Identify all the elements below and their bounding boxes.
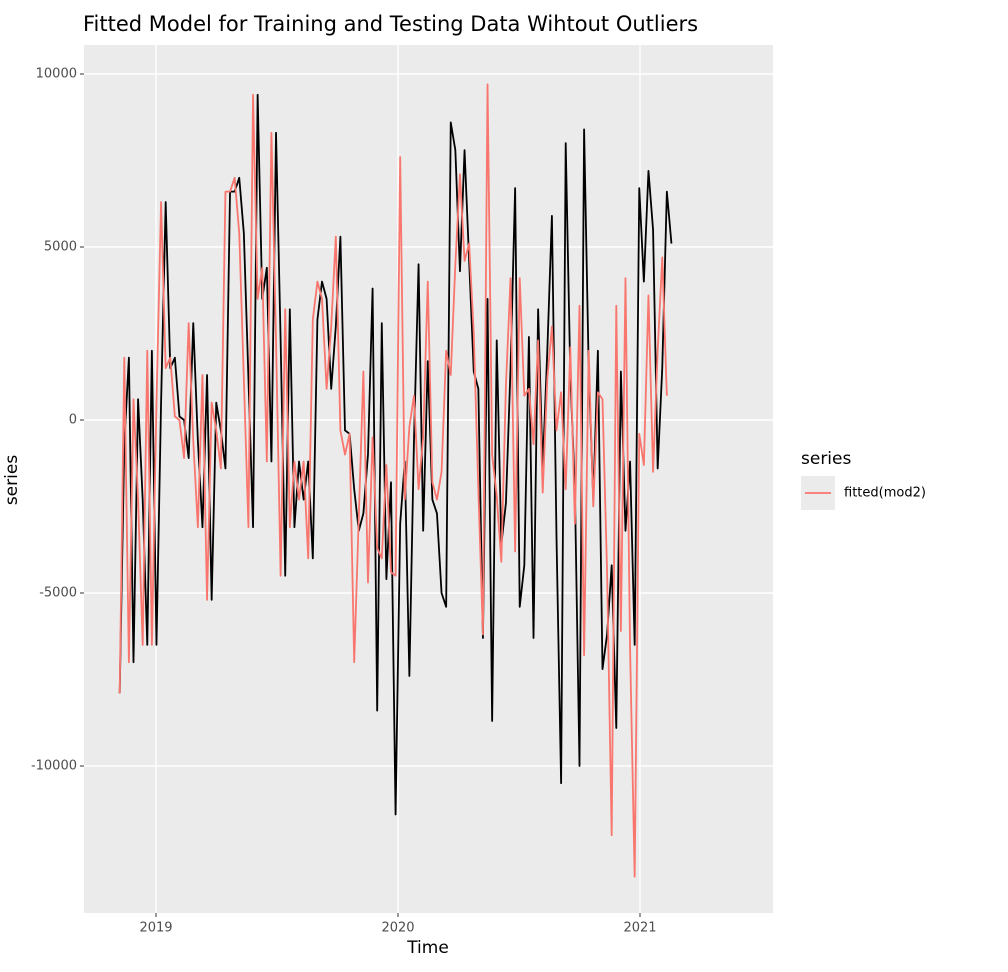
- grid: [84, 45, 773, 913]
- x-tick-label: 2019: [139, 921, 172, 936]
- series-line: [118, 93, 673, 816]
- y-tick-label: -10000: [31, 758, 77, 773]
- chart-title: Fitted Model for Training and Testing Da…: [83, 12, 698, 36]
- legend-title: series: [801, 449, 851, 469]
- y-tick-label: -5000: [39, 585, 77, 600]
- y-tick-label: 10000: [36, 66, 77, 81]
- x-tick-label: 2021: [623, 921, 656, 936]
- x-tick-label: 2020: [381, 921, 414, 936]
- y-tick-label: 0: [69, 412, 77, 427]
- axes: -10000 -5000 0 5000 10000 2019 2020 2021: [31, 66, 657, 935]
- x-axis-label: Time: [406, 938, 449, 958]
- series-line: [118, 83, 668, 878]
- y-tick-label: 5000: [44, 239, 77, 254]
- y-axis-label: series: [2, 455, 22, 505]
- lines: [118, 83, 673, 878]
- legend-label: fitted(mod2): [844, 486, 926, 501]
- legend: series fitted(mod2): [801, 449, 926, 510]
- plot-panel: [84, 45, 773, 913]
